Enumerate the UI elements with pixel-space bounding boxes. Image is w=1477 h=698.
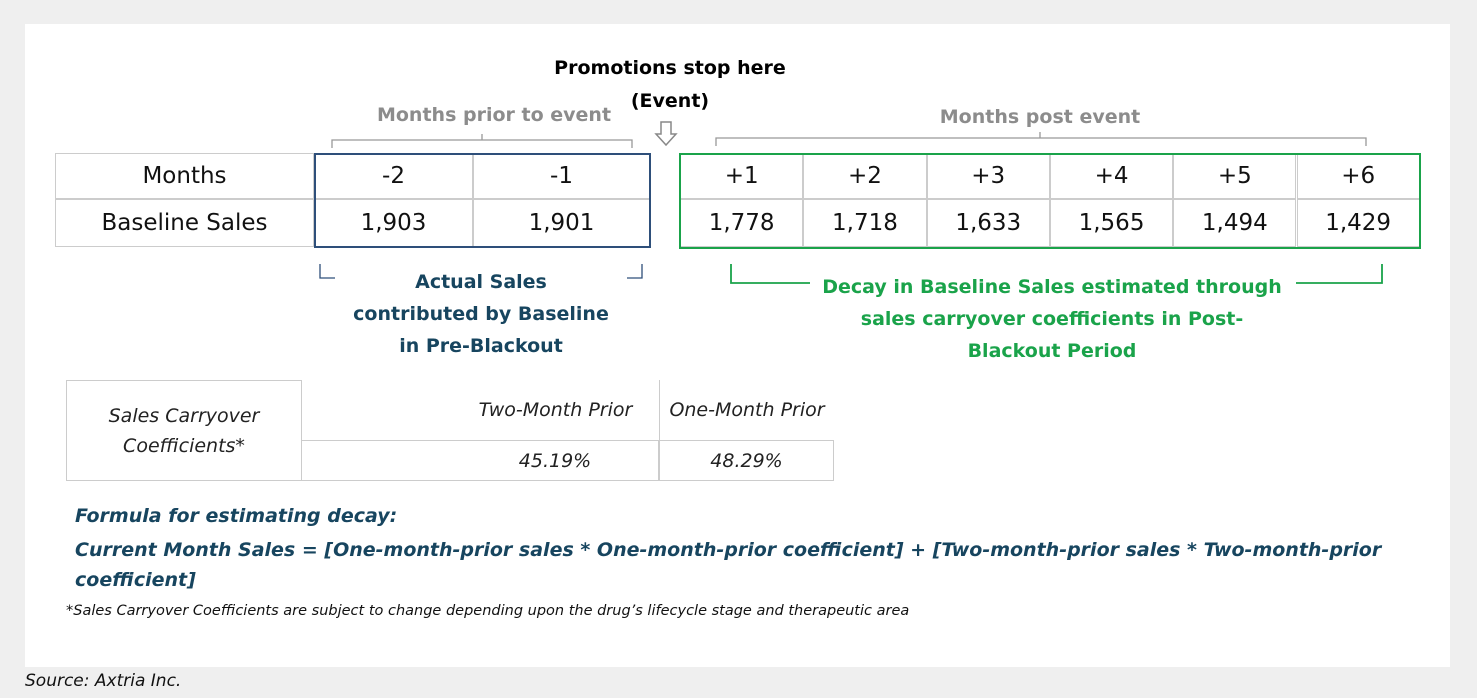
decay-note: Blackout Period [967, 340, 1137, 362]
row-header: Baseline Sales [55, 199, 314, 247]
source: Source: Axtria Inc. [25, 671, 182, 691]
sales-value: 1,718 [803, 199, 927, 247]
row-header: Months [55, 153, 314, 199]
sales-value: 1,778 [680, 199, 804, 247]
sales-value: 1,429 [1296, 199, 1420, 247]
actual-note: contributed by Baseline [353, 303, 609, 325]
panel [25, 24, 1450, 667]
coef-column: One-Month Prior [659, 380, 834, 441]
post-bracket [715, 132, 1367, 146]
prior-box [314, 153, 651, 248]
prior-label: Months prior to event [376, 104, 612, 126]
actual-note: Actual Sales [415, 271, 547, 293]
decay-note: sales carryover coefficients in Post- [860, 308, 1244, 330]
coef-value: 48.29% [659, 441, 834, 481]
formula-title: Formula for estimating decay: [75, 505, 398, 527]
sales-value: 1,565 [1049, 199, 1174, 247]
sales-value: 1,494 [1173, 199, 1297, 247]
event-title: Promotions stop here [554, 57, 786, 79]
coef-value: 45.19% [301, 441, 659, 481]
sales-value: 1,633 [926, 199, 1050, 247]
footnote: *Sales Carryover Coefficients are subjec… [66, 603, 910, 619]
post-box [679, 153, 1421, 249]
post-label: Months post event [939, 106, 1141, 128]
formula-text: Current Month Sales = [One-month-prior s… [75, 539, 1382, 591]
coef-header: Sales Carryover Coefficients* [66, 380, 302, 481]
event-arrow [654, 121, 678, 147]
event-subtitle: (Event) [630, 90, 710, 112]
decay-note: Decay in Baseline Sales estimated throug… [822, 276, 1282, 298]
actual-note: in Pre-Blackout [399, 335, 563, 357]
actual-bracket [319, 264, 643, 279]
coef-column: Two-Month Prior [301, 380, 659, 441]
prior-bracket [331, 134, 633, 148]
decay-bracket [730, 264, 1383, 284]
